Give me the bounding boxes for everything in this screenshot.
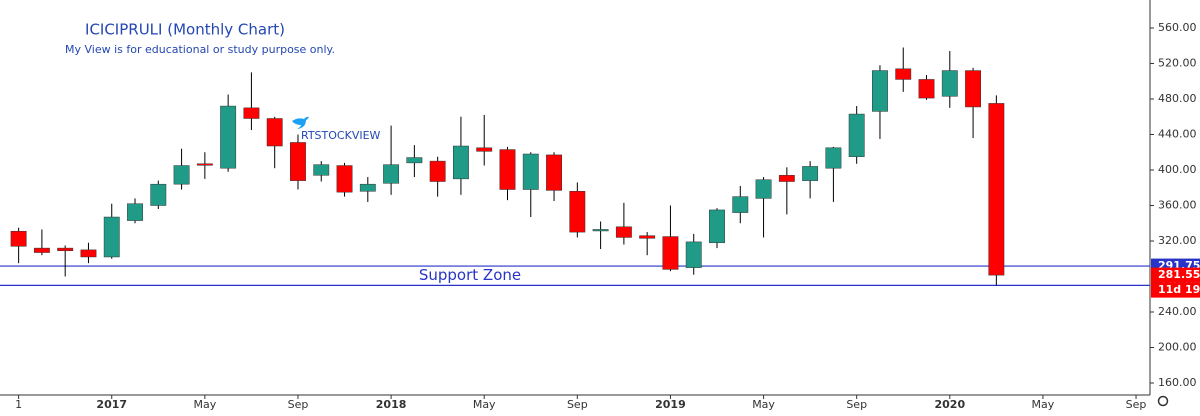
y-tick-label: 560.00	[1158, 21, 1197, 34]
candle-body	[732, 196, 749, 213]
zone-label: Support Zone	[419, 266, 521, 284]
candle-body	[359, 183, 376, 192]
candle-body	[127, 203, 143, 221]
candle-body	[895, 68, 912, 80]
x-tick-label: Sep	[288, 398, 309, 411]
candle-body	[662, 236, 679, 270]
y-tick-label: 360.00	[1158, 198, 1197, 211]
x-tick-label: Sep	[567, 398, 588, 411]
x-tick-label: May	[193, 398, 216, 411]
candle-body	[266, 118, 283, 147]
y-tick-label: 520.00	[1158, 56, 1197, 69]
x-tick-label: 2017	[96, 398, 127, 411]
candle-body	[592, 229, 609, 232]
candle-body	[336, 165, 353, 193]
x-tick-label: 2018	[376, 398, 407, 411]
candle-body	[313, 164, 330, 176]
y-tick-label: 440.00	[1158, 127, 1197, 140]
candle-body	[220, 105, 237, 169]
candle-body	[476, 147, 493, 152]
x-tick-label: May	[473, 398, 496, 411]
candle-body	[988, 103, 1005, 276]
candle-body	[499, 149, 516, 190]
candle-body	[941, 70, 958, 97]
settings-icon[interactable]	[1157, 395, 1169, 407]
candle-body	[103, 216, 120, 258]
candle-body	[429, 160, 446, 182]
y-tick-label: 240.00	[1158, 305, 1197, 318]
x-tick-label: 1	[15, 398, 22, 411]
x-tick-label: May	[752, 398, 775, 411]
last-price-label: 281.55	[1158, 268, 1200, 281]
candle-body	[755, 179, 772, 199]
candle-body	[569, 191, 586, 233]
candle-body	[383, 164, 400, 184]
candle-body	[406, 157, 423, 164]
last-price-label-box	[1151, 267, 1200, 283]
candle-body	[639, 235, 656, 239]
candle-body	[965, 70, 982, 108]
candle-body	[173, 165, 190, 185]
candle-body	[290, 142, 306, 181]
y-tick-label: 200.00	[1158, 341, 1197, 354]
y-tick-label: 400.00	[1158, 163, 1197, 176]
x-tick-label: 2020	[934, 398, 965, 411]
x-tick-label: May	[1032, 398, 1055, 411]
candle-body	[778, 175, 795, 182]
candle-body	[196, 163, 213, 166]
candle-body	[80, 249, 97, 258]
candle-body	[825, 147, 842, 169]
countdown-box	[1151, 282, 1200, 298]
candle-body	[10, 230, 27, 247]
y-tick-label: 480.00	[1158, 92, 1197, 105]
candle-body	[872, 70, 888, 112]
candle-body	[522, 153, 539, 190]
x-tick-label: Sep	[846, 398, 867, 411]
candle-body	[848, 113, 865, 157]
candle-body	[918, 79, 935, 99]
candle-body	[452, 145, 469, 180]
x-tick-label: Sep	[1126, 398, 1147, 411]
x-tick-label: 2019	[655, 398, 686, 411]
candle-body	[57, 247, 74, 252]
candle-body	[802, 166, 819, 181]
y-tick-label: 320.00	[1158, 234, 1197, 247]
candle-body	[243, 107, 260, 119]
candle-body	[709, 209, 725, 244]
candle-body	[546, 154, 562, 191]
annotation: RTSTOCKVIEW	[301, 129, 381, 142]
bird-icon	[292, 116, 309, 129]
candle-body	[33, 247, 50, 253]
candle-body	[685, 241, 702, 268]
countdown: 11d 19h	[1158, 283, 1200, 296]
candle-body	[150, 183, 167, 206]
chart-title: ICICIPRULI (Monthly Chart)	[85, 21, 285, 39]
chart-subtitle: My View is for educational or study purp…	[65, 43, 335, 56]
y-tick-label: 160.00	[1158, 376, 1197, 389]
candle-body	[615, 226, 632, 238]
